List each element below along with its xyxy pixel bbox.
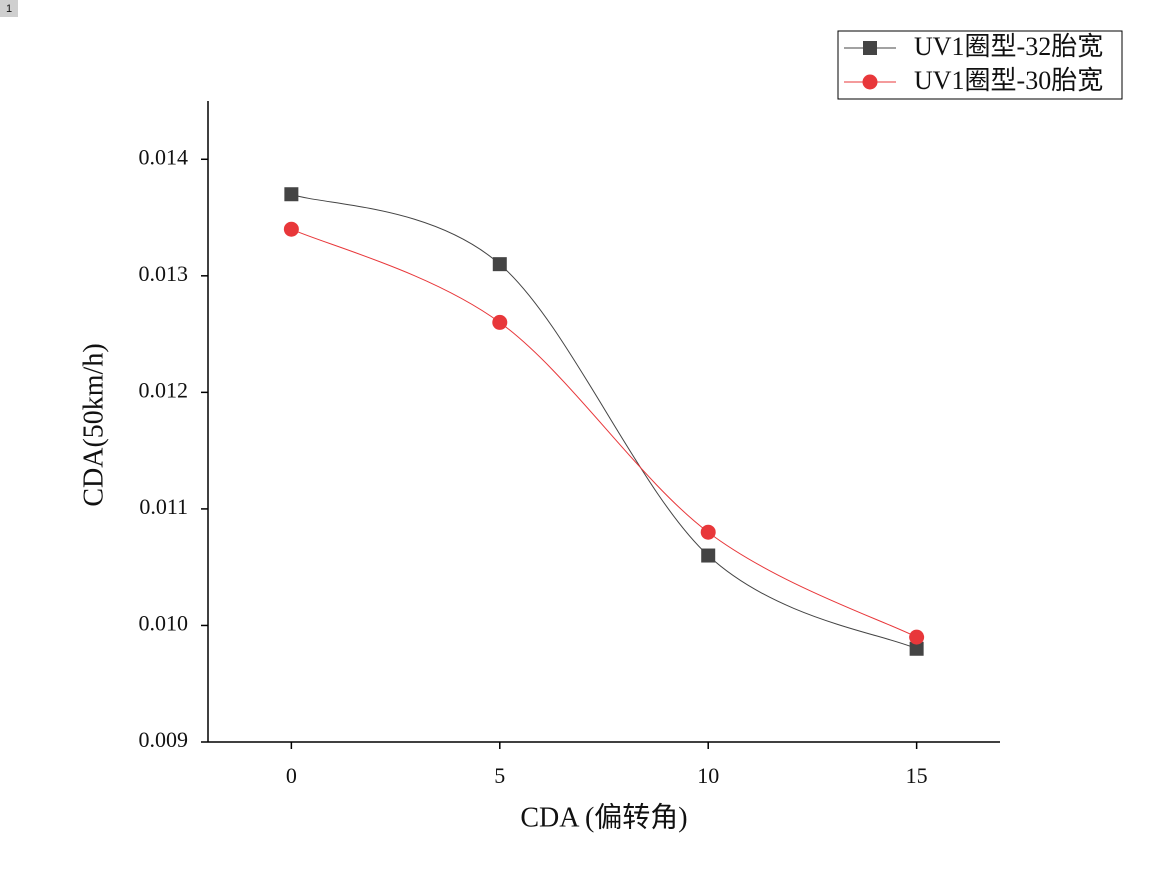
y-tick-label: 0.013 — [139, 261, 189, 286]
x-tick-label: 15 — [906, 763, 928, 788]
legend-marker — [862, 74, 878, 90]
point — [492, 257, 507, 272]
series-line — [291, 193, 917, 650]
x-axis-title: CDA (偏转角) — [520, 801, 687, 833]
x-tick-label: 10 — [697, 763, 719, 788]
legend-label: UV1圈型-32胎宽 — [914, 32, 1103, 61]
legend-marker — [863, 41, 877, 55]
x-tick-label: 5 — [494, 763, 505, 788]
y-tick-label: 0.010 — [139, 611, 189, 636]
y-tick-label: 0.012 — [139, 377, 189, 402]
point — [701, 548, 716, 563]
y-tick-label: 0.011 — [139, 494, 188, 519]
tab-box — [0, 0, 18, 17]
point — [492, 314, 508, 330]
y-tick-label: 0.014 — [139, 144, 189, 169]
y-tick-label: 0.009 — [139, 727, 189, 752]
tab-label: 1 — [6, 3, 12, 15]
y-axis-title: CDA(50km/h) — [78, 343, 109, 506]
point — [700, 524, 716, 540]
legend-label: UV1圈型-30胎宽 — [914, 66, 1103, 95]
series-line — [291, 228, 917, 638]
point — [909, 641, 924, 656]
point — [283, 221, 299, 237]
x-tick-label: 0 — [286, 763, 297, 788]
legend-box — [837, 30, 1123, 100]
point — [284, 187, 299, 202]
point — [909, 629, 925, 645]
